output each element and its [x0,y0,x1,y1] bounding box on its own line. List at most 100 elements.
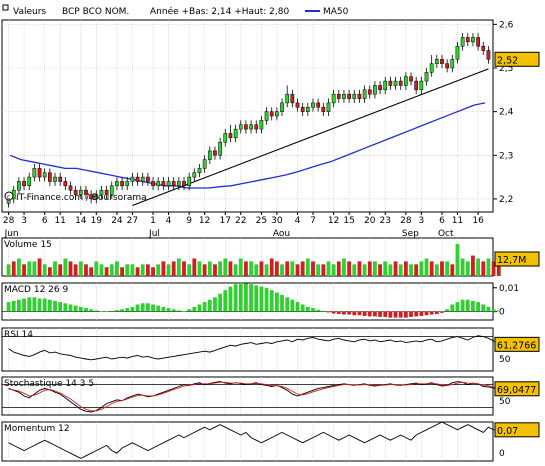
volume-bar-41 [218,261,223,276]
candle-body-71 [373,85,377,95]
candle-body-57 [300,107,305,112]
volume-bar-43 [228,261,233,276]
volume-bar-6 [37,258,42,276]
macd-bar-91 [476,302,481,312]
candle-body-82 [429,63,434,73]
volume-bar-26 [140,264,145,276]
candle-body-79 [414,80,419,91]
candle-body-72 [378,85,382,91]
candle-body-33 [176,181,181,187]
volume-bar-67 [352,264,357,276]
volume-bar-37 [197,261,202,276]
volume-bar-86 [450,264,455,276]
macd-bar-15 [84,308,88,312]
volume-bar-42 [223,258,228,276]
volume-last-label: 12,7M [497,255,526,266]
macd-bar-3 [22,298,26,312]
macd-bar-6 [37,298,42,312]
macd-bar-8 [47,299,52,312]
macd-bar-52 [274,292,279,312]
macd-bar-58 [305,306,310,312]
macd-bar-0 [6,302,11,312]
volume-bar-30 [161,261,166,276]
volume-bar-64 [336,261,341,276]
macd-bar-1 [11,300,16,312]
candle-body-26 [140,176,145,182]
volume-bar-7 [42,264,47,276]
macd-bar-48 [254,285,259,312]
macd-bar-84 [440,311,444,313]
macd-bar-16 [89,309,94,312]
macd-bar-68 [357,311,362,316]
macd-bar-74 [388,311,393,318]
macd-bar-21 [115,310,119,312]
macd-bar-39 [207,299,212,312]
macd-bar-89 [465,299,470,312]
volume-bar-81 [424,258,429,276]
volume-bar-61 [321,264,326,276]
volume-bar-71 [373,261,377,276]
volume-panel: Volume 15 12,7M [1,237,540,277]
credit-text: IT-Finance.com / Boursorama [16,193,147,203]
macd-bar-17 [94,310,99,312]
volume-bar-47 [249,261,253,276]
price-xtick-label-17: 7 [310,216,316,226]
volume-bar-39 [207,261,212,276]
candle-body-17 [94,194,99,200]
candle-body-30 [161,181,166,187]
macd-bar-40 [213,297,217,312]
macd-bar-53 [280,294,284,312]
volume-bar-19 [104,267,109,276]
momentum-panel: Momentum 12 0 0,07 [1,421,540,462]
macd-bar-47 [249,284,253,312]
price-xtick-label-11: 12 [199,216,210,226]
price-xtick-label-24: 6 [439,216,445,226]
macd-bar-7 [42,298,47,312]
volume-bar-45 [238,258,243,276]
candle-body-27 [146,176,150,182]
price-xtick-label-4: 14 [75,216,87,226]
macd-ytick-label-1: 0 [499,308,505,318]
candle-body-44 [233,128,238,139]
candle-body-76 [398,80,403,86]
volume-bar-46 [244,261,248,276]
macd-panel: MACD 12 26 9 0,01 0 [1,282,519,321]
price-xtick-label-15: 30 [271,216,283,226]
volume-bar-0 [6,264,11,276]
volume-bar-60 [316,264,321,276]
candle-body-66 [347,93,351,99]
macd-bar-45 [238,283,243,312]
candle-body-49 [259,120,264,130]
volume-bar-5 [32,261,37,276]
macd-bar-81 [424,311,429,316]
volume-bar-10 [58,264,63,276]
volume-bar-3 [22,264,26,276]
header-prefix: Valeurs [13,7,46,17]
rsi-line-0 [8,335,499,361]
volume-bar-78 [409,264,413,276]
candle-body-40 [213,150,217,156]
momentum-line-0 [8,421,499,459]
stoch-last-label: 69,0477 [497,385,536,396]
macd-bar-71 [373,311,377,317]
volume-bar-63 [331,264,336,276]
volume-bar-58 [305,258,310,276]
volume-bar-51 [269,258,274,276]
macd-bar-13 [73,305,78,312]
candle-body-21 [115,181,119,187]
macd-bar-90 [471,300,475,312]
macd-ytick-label-0: 0,01 [499,284,519,294]
candle-body-23 [125,181,130,187]
volume-bar-13 [73,264,78,276]
candle-body-34 [182,181,186,187]
candle-body-38 [202,159,207,169]
volume-bar-66 [347,261,352,276]
price-ytick-label-4: 2,6 [499,20,514,30]
macd-bar-51 [269,290,274,312]
volume-bar-18 [99,264,104,276]
candle-body-20 [109,185,114,195]
price-xtick-label-8: 1 [150,216,156,226]
candle-body-15 [84,189,88,195]
volume-bar-34 [182,261,186,276]
price-xtick-label-7: 27 [127,216,138,226]
